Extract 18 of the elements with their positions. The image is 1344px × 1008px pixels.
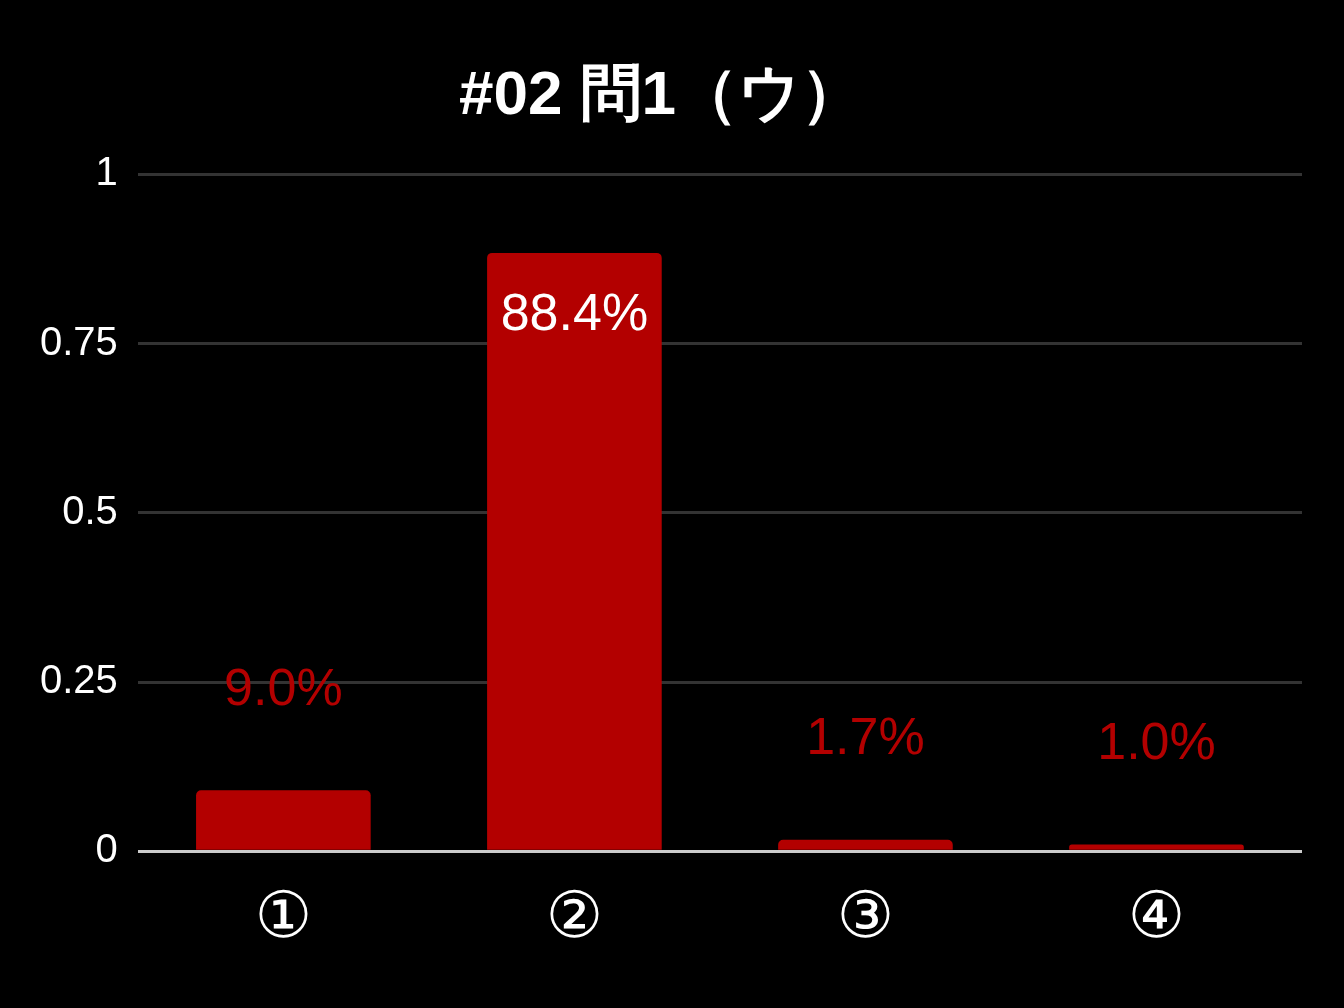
- y-tick-label: 0: [95, 826, 118, 871]
- data-label: 1.7%: [806, 707, 925, 766]
- data-label: 9.0%: [224, 657, 343, 716]
- bar: [487, 252, 662, 850]
- y-tick-label: 0.25: [39, 657, 118, 702]
- bar: [778, 839, 953, 850]
- x-tick-label: ②: [545, 879, 604, 952]
- y-tick-label: 1: [95, 149, 118, 194]
- data-label: 88.4%: [500, 283, 649, 342]
- x-tick-label: ④: [1127, 879, 1186, 952]
- y-tick-label: 0.5: [62, 487, 118, 532]
- data-label: 1.0%: [1097, 711, 1216, 770]
- chart-title: #02 問1（ウ）: [458, 58, 864, 128]
- x-tick-label: ③: [836, 879, 895, 952]
- y-tick-label: 0.75: [39, 318, 118, 363]
- bar: [1069, 844, 1244, 850]
- x-tick-label: ①: [254, 879, 313, 952]
- bar: [196, 790, 371, 850]
